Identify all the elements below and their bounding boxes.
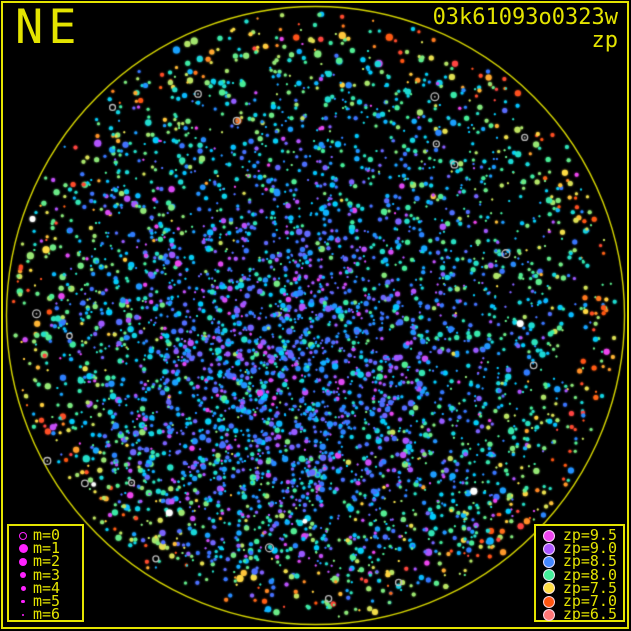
magnitude-legend: m=0 m=1 m=2 m=3 m=4 m=5 m=6 xyxy=(7,524,84,622)
zp65-dot-icon xyxy=(542,608,555,621)
legend-label: m=6 xyxy=(33,605,61,624)
legend-row: m=1 xyxy=(13,539,82,558)
orientation-label: NE xyxy=(15,0,82,55)
legend-label: zp=9.5 xyxy=(562,526,617,545)
m6-dot-icon xyxy=(22,613,24,616)
zp75-dot-icon xyxy=(542,582,555,595)
legend-label: zp=8.0 xyxy=(562,565,617,584)
legend-row: m=2 xyxy=(13,552,82,571)
legend-label: zp=6.5 xyxy=(562,605,617,624)
field-id-title: 03k61093o0323w xyxy=(432,5,618,30)
legend-label: zp=7.0 xyxy=(562,592,617,611)
legend-row: m=6 xyxy=(13,605,82,624)
zp70-dot-icon xyxy=(542,595,555,608)
colorbar-subtitle: zp xyxy=(591,28,619,54)
legend-row: zp=9.0 xyxy=(540,539,619,558)
legend-label: m=5 xyxy=(33,592,61,611)
legend-row: m=3 xyxy=(13,565,82,584)
m4-dot-icon xyxy=(20,585,26,591)
m1-dot-icon xyxy=(18,544,28,554)
m0-open-circle-icon xyxy=(19,531,27,540)
legend-label: m=2 xyxy=(33,552,61,571)
legend-row: zp=7.5 xyxy=(540,578,619,597)
legend-label: m=4 xyxy=(33,578,61,597)
legend-row: zp=9.5 xyxy=(540,526,619,545)
legend-row: zp=8.0 xyxy=(540,565,619,584)
legend-row: zp=6.5 xyxy=(540,605,619,624)
zp95-dot-icon xyxy=(542,529,555,542)
legend-label: m=0 xyxy=(33,526,61,545)
zp80-dot-icon xyxy=(542,569,555,582)
legend-row: m=5 xyxy=(13,592,82,611)
m2-dot-icon xyxy=(19,557,27,566)
legend-row: m=0 xyxy=(13,526,82,545)
legend-row: zp=7.0 xyxy=(540,592,619,611)
title-block: 03k61093o0323w zp xyxy=(433,6,618,52)
zp90-dot-icon xyxy=(542,542,555,555)
legend-row: m=4 xyxy=(13,578,82,597)
legend-label: zp=7.5 xyxy=(562,578,617,597)
legend-label: m=1 xyxy=(33,539,61,558)
legend-row: zp=8.5 xyxy=(540,552,619,571)
zeropoint-legend: zp=9.5 zp=9.0 zp=8.5 zp=8.0 zp=7.5 zp=7.… xyxy=(534,524,625,622)
zp85-dot-icon xyxy=(542,555,555,568)
m5-dot-icon xyxy=(21,599,25,604)
legend-label: zp=8.5 xyxy=(562,552,617,571)
legend-label: zp=9.0 xyxy=(562,539,617,558)
legend-label: m=3 xyxy=(33,565,61,584)
m3-dot-icon xyxy=(19,571,27,579)
